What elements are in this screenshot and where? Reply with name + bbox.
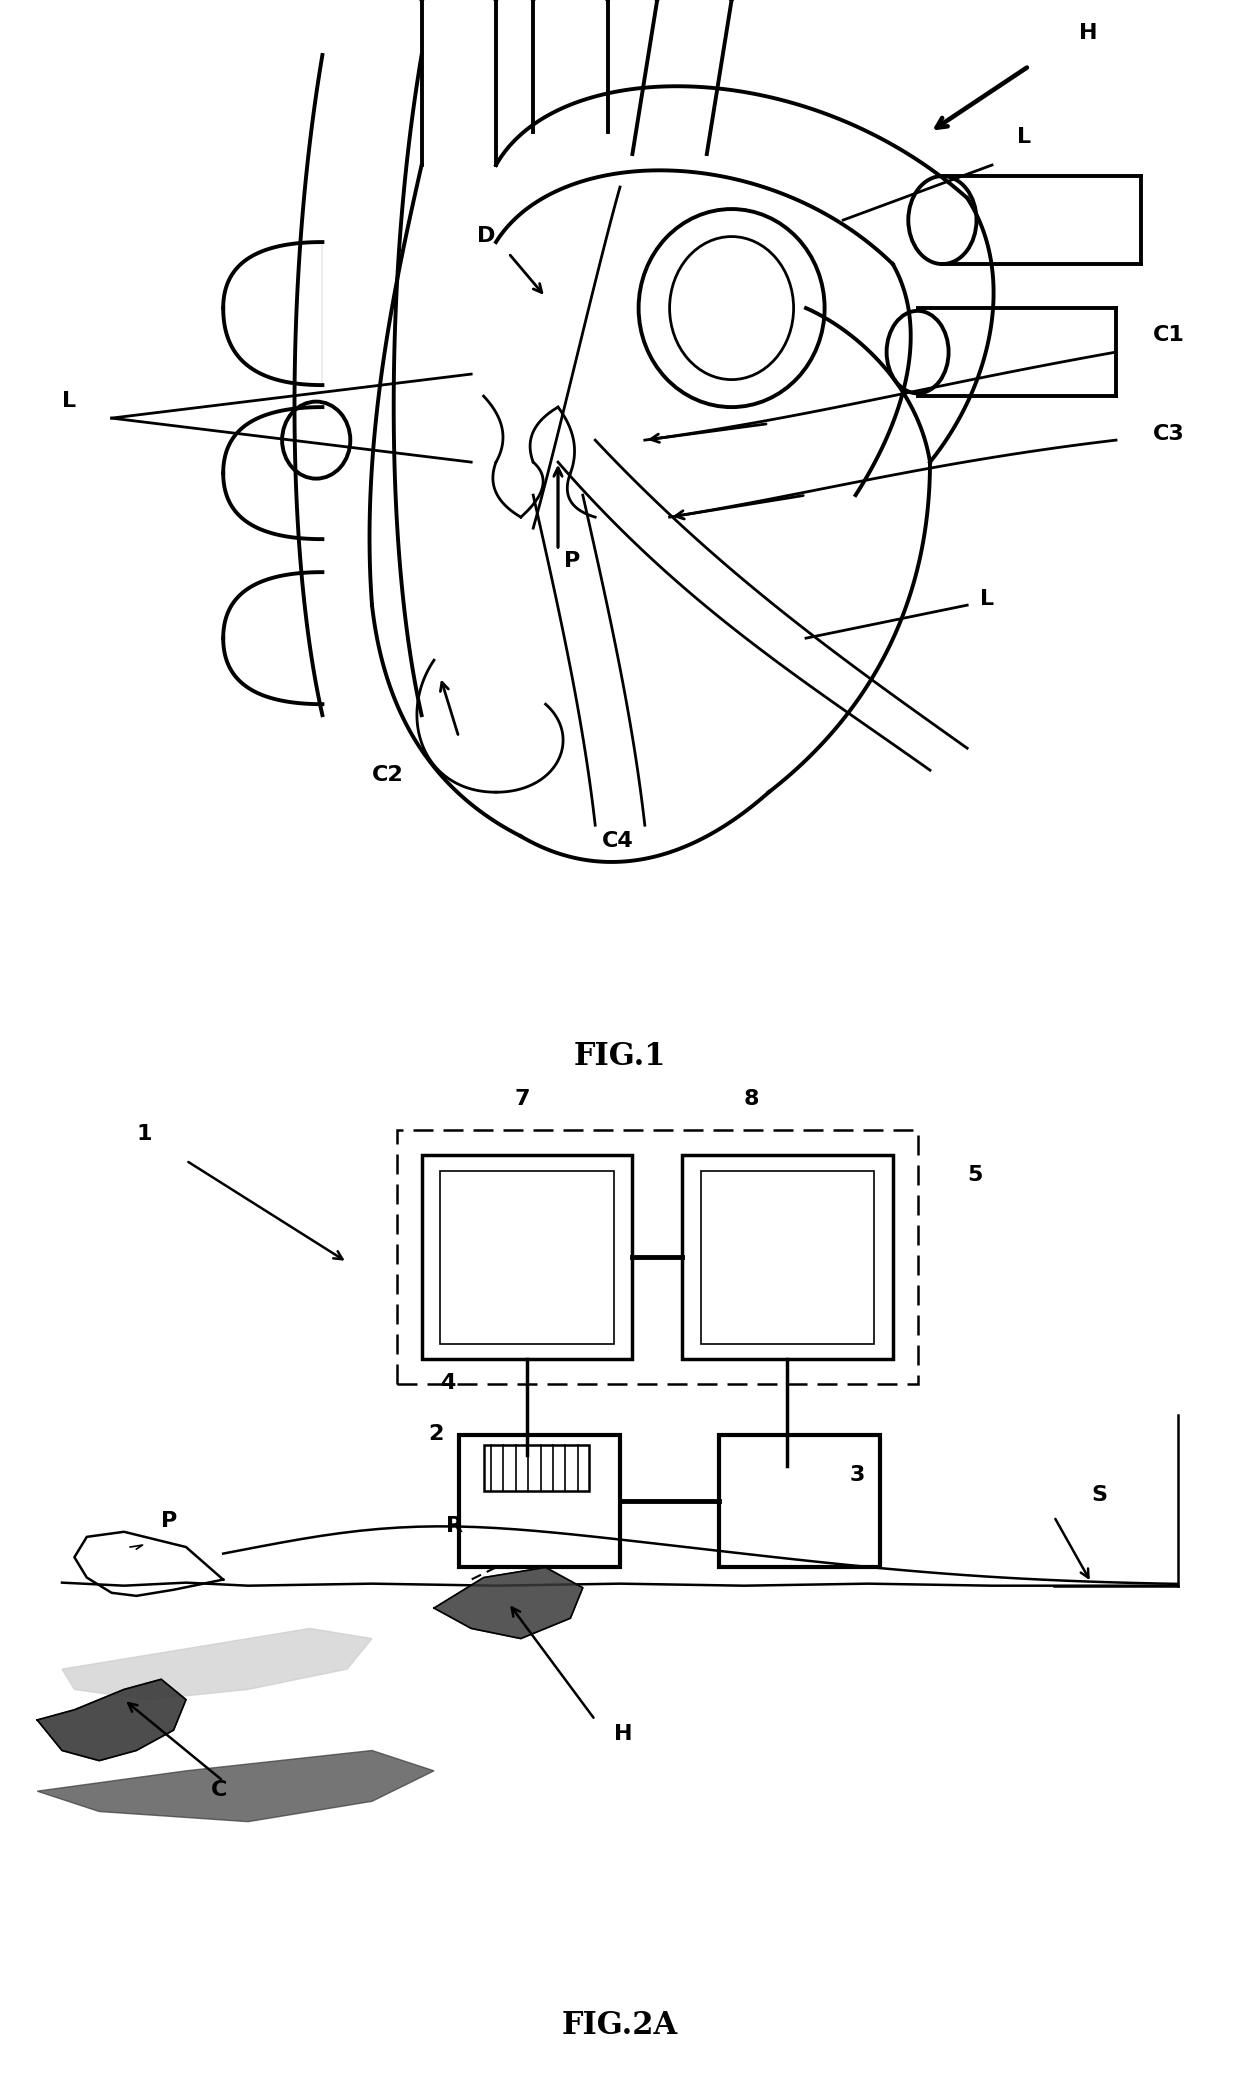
Bar (397, 1129, 918, 1385)
Bar (701, 1171, 874, 1343)
Text: 4: 4 (440, 1374, 455, 1393)
Bar (459, 1435, 620, 1567)
Text: C4: C4 (601, 830, 634, 851)
Text: 5: 5 (967, 1165, 982, 1185)
Text: R: R (446, 1515, 464, 1536)
Polygon shape (37, 1750, 434, 1823)
Bar (484, 1445, 589, 1491)
Bar (440, 1171, 614, 1343)
Bar (719, 1435, 880, 1567)
Text: L: L (1017, 127, 1030, 147)
Polygon shape (434, 1567, 583, 1638)
Text: 3: 3 (849, 1466, 864, 1484)
Text: P: P (564, 550, 580, 571)
Text: C3: C3 (1153, 424, 1185, 444)
Text: H: H (1079, 23, 1097, 42)
Text: L: L (980, 590, 993, 608)
Text: H: H (614, 1725, 632, 1744)
Text: 8: 8 (744, 1088, 759, 1109)
Text: L: L (62, 390, 76, 411)
Text: 2: 2 (428, 1424, 443, 1445)
Text: 7: 7 (515, 1088, 531, 1109)
Text: C1: C1 (1153, 326, 1185, 345)
Text: FIG.2A: FIG.2A (562, 2010, 678, 2041)
Text: S: S (1091, 1484, 1107, 1505)
Polygon shape (62, 1628, 372, 1700)
Text: C: C (211, 1781, 227, 1800)
Bar (682, 1156, 893, 1360)
Polygon shape (37, 1679, 186, 1760)
Bar (422, 1156, 632, 1360)
Text: FIG.1: FIG.1 (574, 1040, 666, 1071)
Text: C2: C2 (372, 766, 404, 785)
Text: P: P (161, 1511, 177, 1530)
Text: 1: 1 (136, 1123, 151, 1144)
Text: D: D (477, 226, 496, 247)
